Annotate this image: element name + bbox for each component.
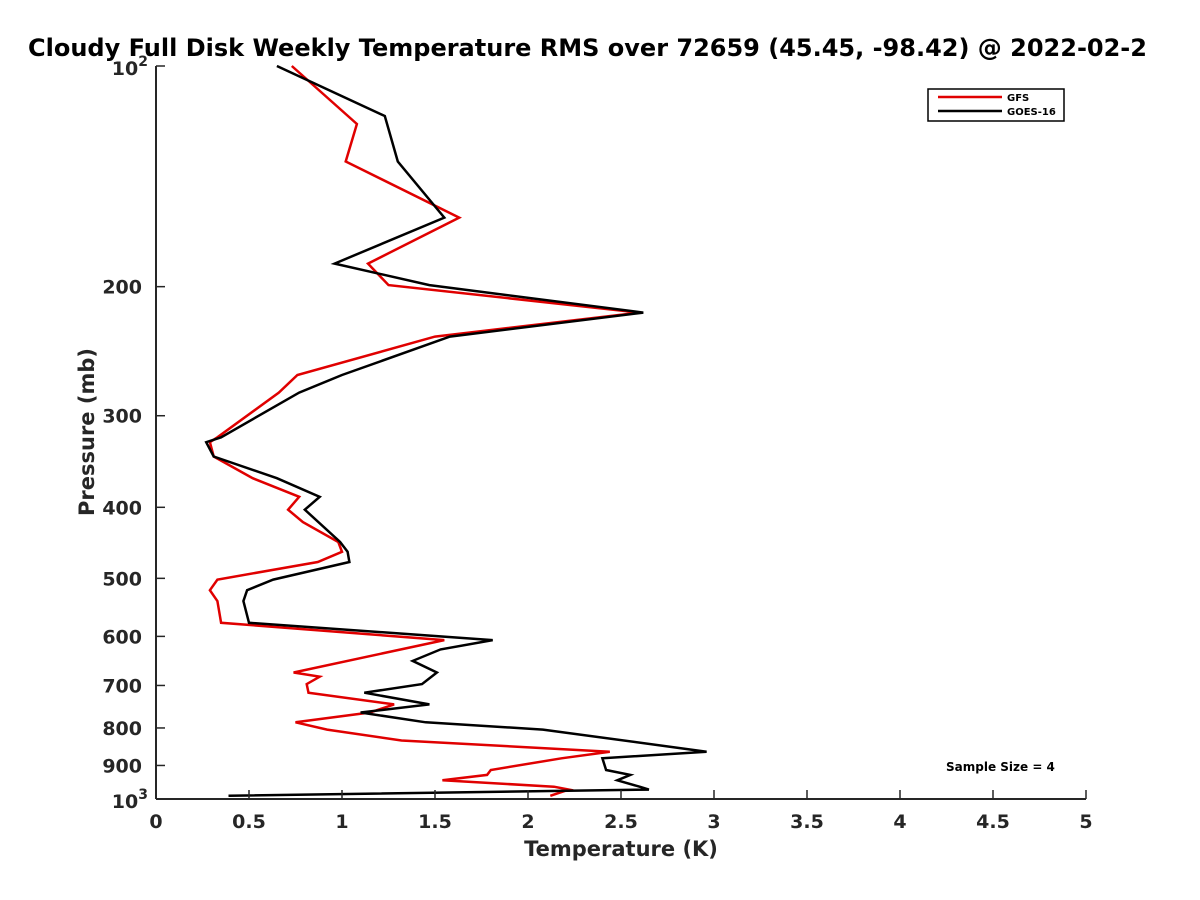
y-tick-label: 200 xyxy=(102,277,142,299)
y-tick-label: 400 xyxy=(102,497,142,519)
legend-label-gfs: GFS xyxy=(1007,93,1029,104)
x-tick-label: 2.5 xyxy=(604,811,638,833)
legend-label-goes16: GOES-16 xyxy=(1007,107,1056,118)
y-ticks: 102 200 300 400 500 600 700 800 900 103 xyxy=(102,54,165,813)
x-tick-label: 1 xyxy=(335,811,348,833)
x-ticks: 0 0.5 1 1.5 2 2.5 3 3.5 4 4.5 5 xyxy=(149,790,1093,833)
x-tick-label: 0 xyxy=(149,811,162,833)
y-tick-label: 700 xyxy=(102,675,142,697)
y-tick-label: 500 xyxy=(102,568,142,590)
series-line-goes16 xyxy=(204,64,707,798)
y-tick-label: 102 xyxy=(112,54,148,80)
sample-size-annotation: Sample Size = 4 xyxy=(946,760,1055,774)
plot-area: 0 0.5 1 1.5 2 2.5 3 3.5 4 4.5 5 102 200 300 400 500 600… xyxy=(102,54,1092,833)
x-tick-label: 3.5 xyxy=(790,811,824,833)
y-tick-label: 800 xyxy=(102,718,142,740)
x-tick-label: 0.5 xyxy=(232,811,266,833)
x-axis-label: Temperature (K) xyxy=(524,837,718,861)
y-tick-label: 300 xyxy=(102,406,142,428)
chart-title: Cloudy Full Disk Weekly Temperature RMS … xyxy=(28,34,1147,62)
x-tick-label: 2 xyxy=(521,811,534,833)
y-tick-label: 600 xyxy=(102,626,142,648)
legend: GFS GOES-16 xyxy=(927,88,1065,122)
y-tick-label: 103 xyxy=(112,787,148,813)
x-tick-label: 1.5 xyxy=(418,811,452,833)
legend-box xyxy=(927,88,1065,122)
x-tick-label: 4 xyxy=(893,811,906,833)
y-axis-label: Pressure (mb) xyxy=(75,348,99,516)
series-line-gfs xyxy=(208,65,640,797)
x-tick-label: 3 xyxy=(707,811,720,833)
x-tick-label: 5 xyxy=(1079,811,1092,833)
x-tick-label: 4.5 xyxy=(976,811,1010,833)
series-layer xyxy=(204,64,707,798)
y-tick-label: 900 xyxy=(102,755,142,777)
